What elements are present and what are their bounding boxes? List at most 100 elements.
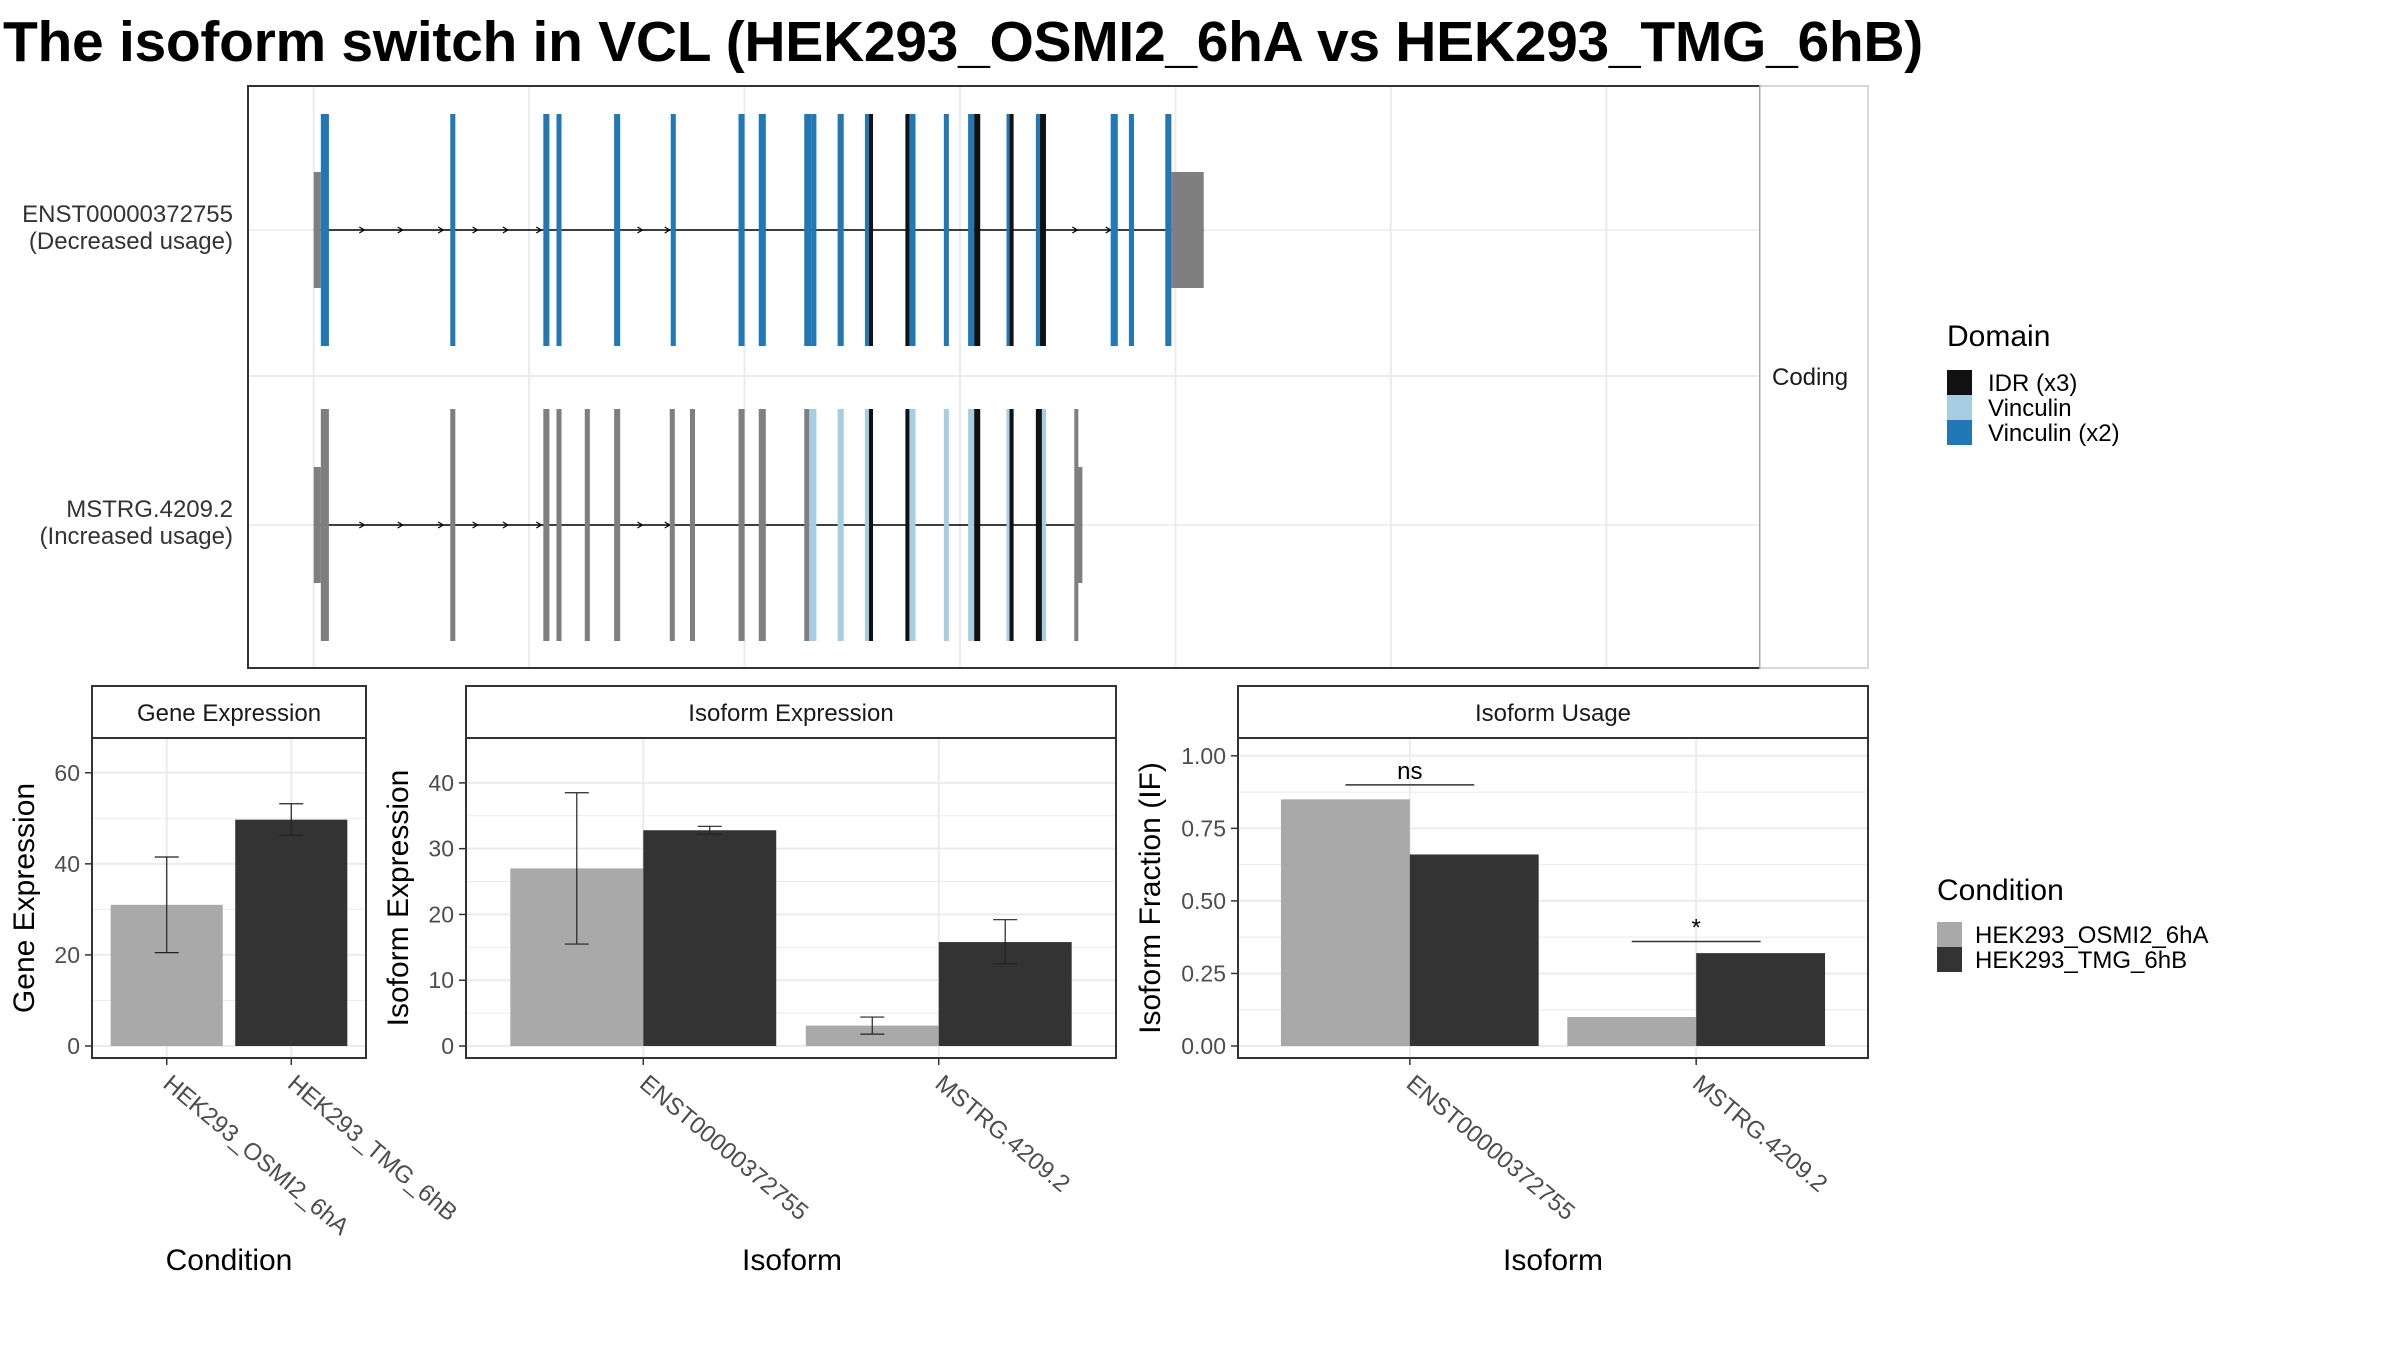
exon-block (584, 409, 590, 641)
x-tick-label: ENST00000372755 (634, 1070, 813, 1226)
isoform-expression-panel: Isoform Expression 0 10 20 30 40 Isoform Expre… (382, 685, 1117, 1277)
transcript-id: MSTRG.4209.2 (66, 496, 233, 523)
domain-legend-label: Vinculin (1988, 395, 2072, 422)
transcript-label: ENST00000372755 (Decreased usage) (22, 201, 233, 255)
exon-block (804, 409, 810, 641)
exon-block (943, 114, 949, 346)
y-axis-title: Gene Expression (8, 783, 41, 1013)
facet-strip (1237, 685, 1869, 739)
x-tick-label: ENST00000372755 (1401, 1070, 1580, 1226)
exon-block (614, 409, 621, 641)
y-tick-label: 40 (428, 770, 454, 796)
exon-block (811, 114, 817, 346)
y-tick-label: 0 (441, 1033, 454, 1059)
exon-block (313, 467, 321, 583)
y-axis-title: Isoform Fraction (IF) (1134, 762, 1167, 1034)
y-tick-label: 40 (54, 851, 80, 877)
exon-block (864, 409, 869, 641)
y-tick-label: 20 (54, 942, 80, 968)
exon-block (313, 172, 321, 288)
y-tick-label: 20 (428, 901, 454, 927)
exon-block (556, 114, 562, 346)
bar (1696, 953, 1826, 1046)
bar (235, 819, 348, 1046)
exon-block (543, 409, 550, 641)
x-axis-title: Condition (166, 1244, 293, 1277)
condition-legend-swatch (1937, 922, 1962, 947)
significance-label: * (1692, 915, 1701, 942)
exon-block (1035, 409, 1042, 641)
y-tick-label: 0 (67, 1033, 80, 1059)
intron-arrow (397, 521, 404, 529)
exon-block (974, 114, 981, 346)
exon-block (1165, 114, 1172, 346)
y-tick-label: 1.00 (1181, 743, 1226, 769)
exon-block (614, 114, 621, 346)
x-axis-title: Isoform (742, 1244, 842, 1277)
facet-strip-label: Isoform Expression (688, 700, 893, 727)
exon-block (1128, 114, 1134, 346)
exon-block (1039, 114, 1046, 346)
gene-structure-panel: ENST00000372755 (Decreased usage) MSTRG.42… (22, 85, 1869, 669)
transcript-status: (Increased usage) (40, 523, 233, 550)
exon-block (450, 409, 456, 641)
bar (1280, 799, 1410, 1046)
significance-label: ns (1397, 758, 1422, 785)
exon-block (738, 114, 745, 346)
exon-block (943, 409, 949, 641)
condition-legend-label: HEK293_TMG_6hB (1975, 947, 2187, 974)
facet-strip (91, 685, 367, 739)
page-title: The isoform switch in VCL (HEK293_OSMI2_… (3, 10, 1923, 74)
intron-arrow (358, 226, 366, 234)
y-tick-label: 0.50 (1181, 888, 1226, 914)
intron-arrow (664, 226, 671, 234)
domain-legend-label: Vinculin (x2) (1988, 420, 2120, 447)
exon-block (1041, 409, 1046, 641)
exon-block (669, 409, 675, 641)
condition-legend-label: HEK293_OSMI2_6hA (1975, 922, 2208, 949)
y-tick-label: 0.25 (1181, 960, 1226, 986)
y-tick-label: 0.00 (1181, 1033, 1226, 1059)
intron-arrow (397, 226, 404, 234)
condition-legend-swatch (1937, 947, 1962, 972)
exon-block (1009, 114, 1014, 346)
facet-strip-label: Isoform Usage (1475, 700, 1631, 727)
bar (1567, 1016, 1697, 1046)
exon-block (968, 409, 975, 641)
y-tick-label: 10 (428, 967, 454, 993)
intron-arrow (1072, 226, 1079, 234)
exon-block (1009, 409, 1014, 641)
facet-strip-label: Gene Expression (137, 700, 321, 727)
exon-block (1006, 409, 1012, 641)
intron-arrow (472, 521, 479, 529)
exon-block (689, 409, 696, 641)
exon-block (837, 114, 844, 346)
exon-block (974, 409, 981, 641)
exon-block (909, 114, 916, 346)
x-axis-title: Isoform (1503, 1244, 1603, 1277)
transcript-label: MSTRG.4209.2 (Increased usage) (40, 496, 233, 550)
exon-block (804, 114, 812, 346)
exon-block (738, 409, 745, 641)
intron-arrow (502, 226, 510, 234)
exon-block (837, 409, 844, 641)
structure-strip-label: Coding (1772, 364, 1848, 391)
exon-block (1035, 114, 1040, 346)
intron-arrow (637, 226, 644, 234)
transcript-status: (Decreased usage) (29, 228, 233, 255)
exon-block (556, 409, 562, 641)
bar (805, 1025, 939, 1046)
exon-block (809, 409, 817, 641)
domain-legend-swatch (1947, 395, 1972, 420)
x-tick-label: MSTRG.4209.2 (930, 1070, 1075, 1198)
domain-legend-swatch (1947, 420, 1972, 445)
x-tick-label: MSTRG.4209.2 (1687, 1070, 1832, 1198)
y-tick-label: 30 (428, 836, 454, 862)
intron-arrow (437, 226, 445, 234)
exon-block (868, 114, 874, 346)
exon-block (905, 409, 910, 641)
exon-block (1006, 114, 1010, 346)
